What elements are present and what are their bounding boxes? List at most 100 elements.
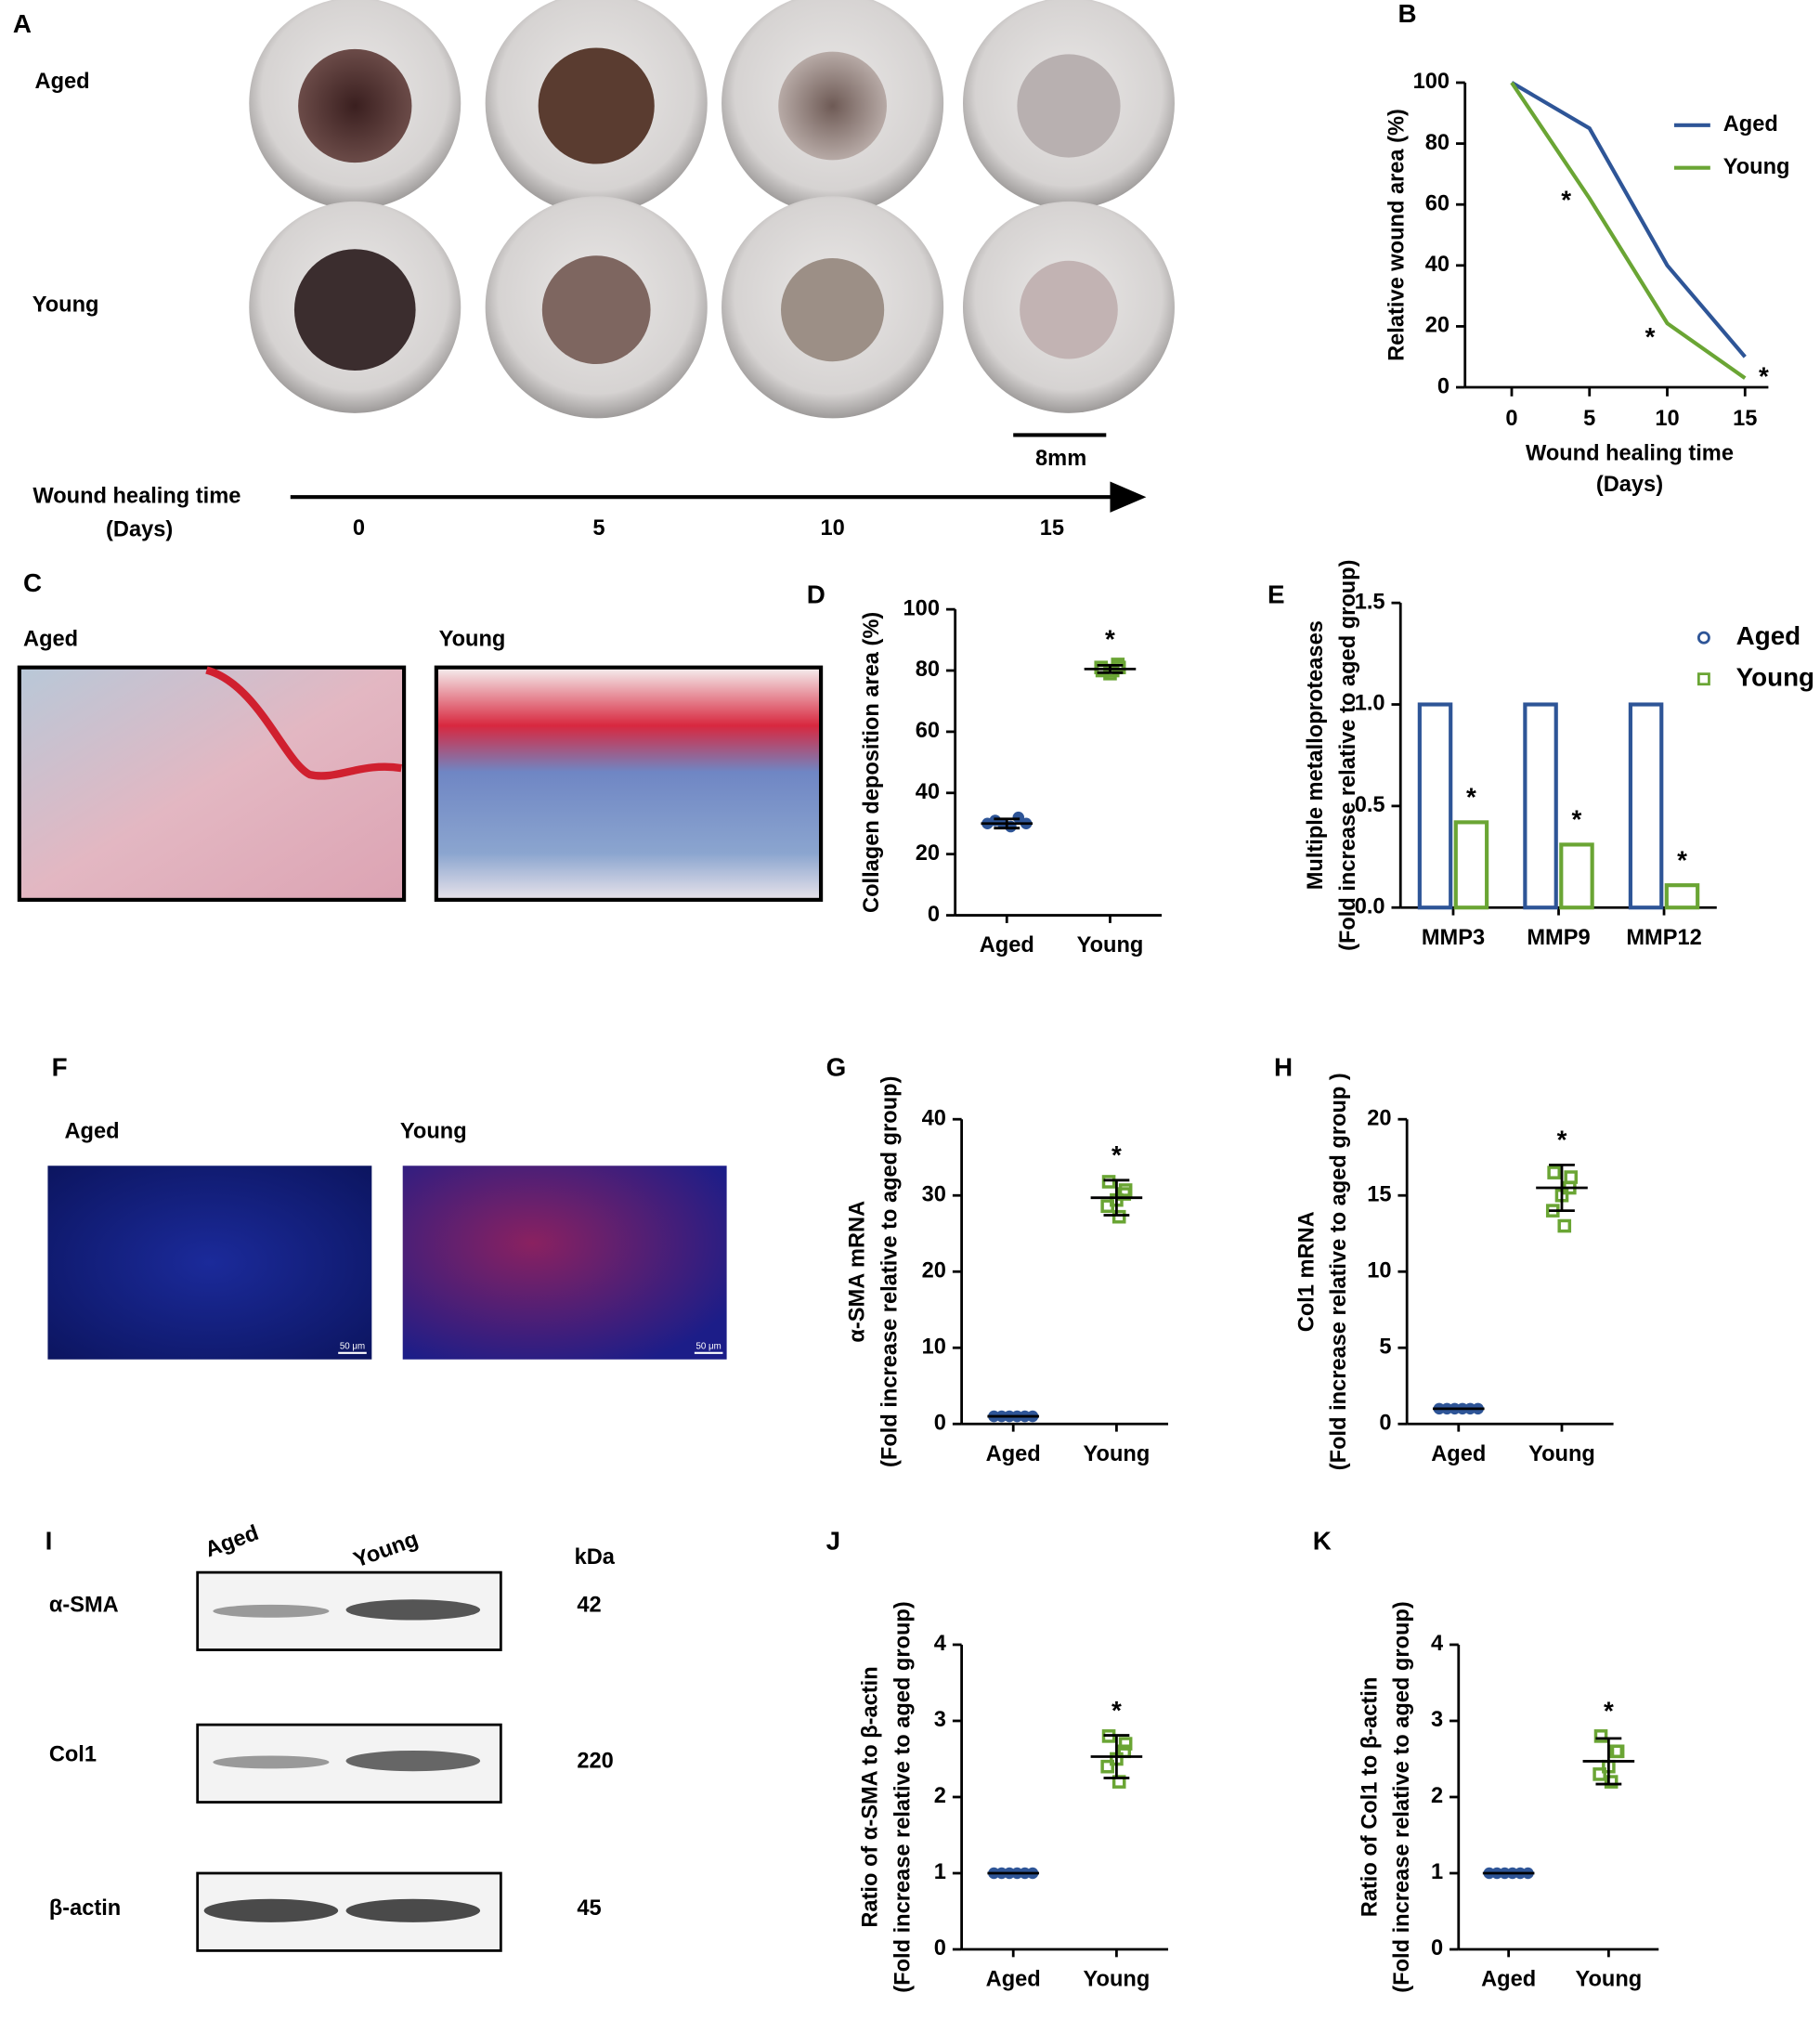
panel-letter: D [807,580,826,609]
day-label: 5 [592,516,604,541]
y-axis-label: Col1 mRNA [1294,1211,1319,1332]
y-tick-label: 60 [1425,191,1450,215]
x-tick-label: Young [1528,1442,1595,1466]
image-label: Young [439,628,506,652]
y-tick-label: 80 [916,658,940,682]
fluorescence-image [402,1166,727,1360]
y-axis-label: (Fold increase relative to aged group) [878,1076,902,1467]
band [345,1599,481,1621]
legend-label: Young [1723,155,1790,179]
x-tick-label: Aged [986,1442,1041,1466]
y-tick-label: 0 [934,1936,946,1960]
line-series [1510,81,1747,380]
panel-letter: G [826,1052,847,1081]
protein-label: β-actin [49,1896,121,1921]
y-tick-label: 1.5 [1355,590,1385,614]
scale-label: 50 μm [340,1341,365,1351]
panel-letter: J [826,1526,840,1555]
y-tick-label: 10 [922,1335,946,1359]
y-tick-label: 10 [1367,1258,1391,1283]
row-label: Aged [35,70,90,94]
unit-label: kDa [575,1545,616,1570]
y-tick-label: 0 [1431,1936,1443,1960]
error-bar [1097,664,1124,674]
arrow-head [1110,481,1147,513]
legend-swatch [1696,672,1710,686]
y-axis-label: (Fold increase relative to aged group ) [1327,1073,1351,1470]
time-label: (Days) [106,518,173,542]
data-point [1112,1775,1126,1789]
panel-letter: A [13,9,32,38]
size-label: 220 [577,1750,613,1774]
lane-label: Aged [202,1521,262,1563]
data-point [1118,1183,1133,1197]
row-label: Young [32,293,99,318]
histology-image [17,665,407,902]
y-axis-label: Collagen deposition area (%) [860,612,884,913]
scale-label: 50 μm [696,1341,722,1351]
y-tick-label: 1.0 [1355,692,1385,716]
x-axis-label: Wound healing time [1526,442,1734,466]
y-tick-label: 4 [1431,1632,1444,1656]
data-point [1604,1775,1618,1789]
y-tick-label: 0 [934,1411,946,1435]
panel-letter: H [1274,1052,1293,1081]
bar [1628,702,1664,910]
epidermis [205,666,402,780]
y-tick-label: 0 [1437,374,1450,398]
x-tick-label: 10 [1655,407,1679,431]
band [345,1898,481,1922]
data-point [1100,1759,1114,1774]
data-point [1100,1199,1114,1213]
y-axis-label: Ratio of Col1 to β-actin [1358,1677,1382,1918]
band [345,1750,481,1772]
data-point [1564,1170,1579,1184]
x-tick-label: Young [1576,1968,1643,1992]
day-label: 10 [820,516,844,541]
annotation: * [1561,185,1571,214]
panel-letter: I [46,1526,53,1555]
y-tick-label: 1 [1431,1860,1443,1884]
error-bar [1103,1179,1130,1217]
y-tick-label: 40 [1425,253,1450,277]
legend-label: Aged [1723,112,1778,137]
band [203,1898,339,1922]
y-tick-label: 0 [1379,1411,1391,1435]
error-bar [1595,1737,1622,1786]
y-axis-label: α-SMA mRNA [846,1201,870,1343]
y-tick-label: 20 [922,1258,946,1283]
data-point [1094,660,1109,675]
y-tick-label: 100 [1413,70,1450,94]
bar [1559,842,1594,910]
y-tick-label: 80 [1425,131,1450,155]
panel-c: C Aged Young [17,568,824,902]
annotation: * [1645,322,1656,351]
legend-label: Aged [1736,621,1801,650]
annotation: * [1604,1697,1614,1726]
panel-letter: E [1268,580,1285,609]
y-tick-label: 0.5 [1355,793,1385,817]
error-bar [1103,1734,1130,1779]
size-label: 42 [577,1593,601,1617]
bar [1417,702,1453,910]
band [213,1755,330,1769]
y-tick-label: 4 [934,1632,947,1656]
data-point [1112,1209,1126,1224]
y-tick-label: 2 [1431,1784,1443,1808]
y-tick-label: 20 [1367,1106,1391,1130]
panel-i: I Aged Young kDa α-SMA 42 Col1 220 β-act… [46,1521,616,1952]
x-axis-label: (Days) [1596,473,1663,497]
annotation: * [1466,783,1476,812]
annotation: * [1677,845,1687,874]
annotation: * [1572,805,1582,834]
y-tick-label: 20 [916,841,940,866]
image-label: Young [400,1119,467,1143]
x-tick-label: Young [1077,933,1144,957]
panel-a: A Aged Young 8mm Wound healing time (Day… [13,0,1175,542]
annotation: * [1557,1126,1567,1154]
error-bar [1549,1164,1575,1213]
y-tick-label: 40 [916,780,940,804]
day-label: 0 [353,516,365,541]
